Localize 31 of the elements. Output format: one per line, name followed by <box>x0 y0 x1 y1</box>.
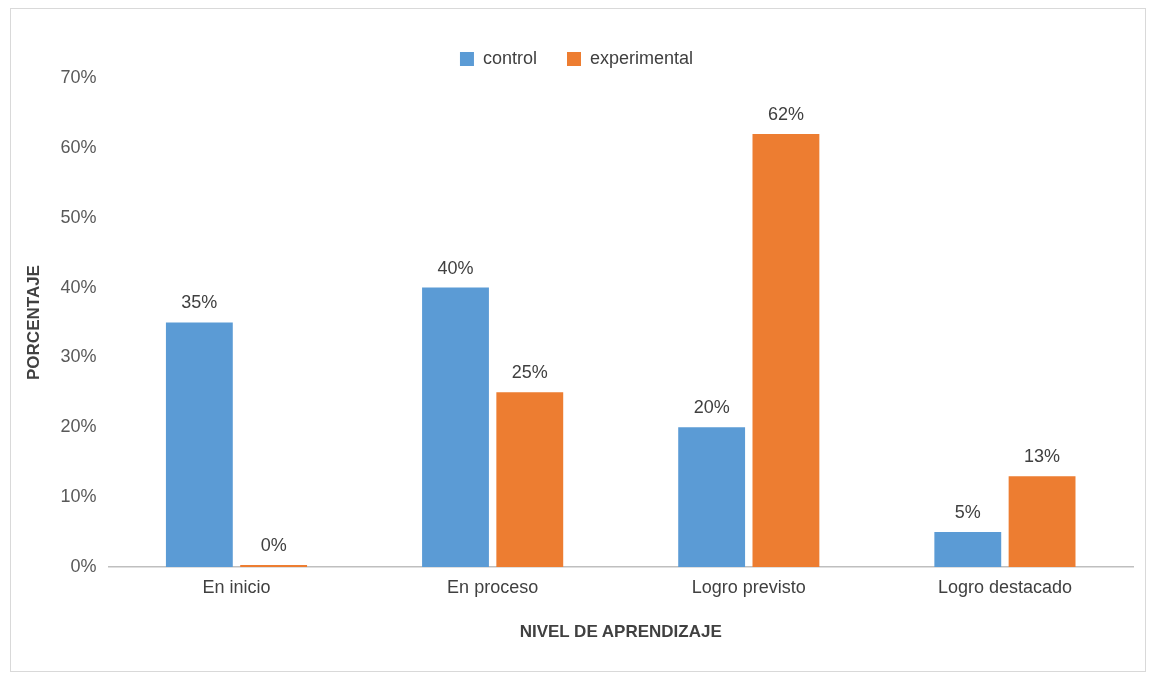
y-tick-label: 0% <box>70 555 97 576</box>
y-tick-label: 10% <box>60 486 97 507</box>
x-axis-title: NIVEL DE APRENDIZAJE <box>519 622 722 642</box>
y-tick-label: 50% <box>60 206 97 227</box>
bar <box>165 322 233 567</box>
data-label: 40% <box>437 257 474 278</box>
y-tick-label: 60% <box>60 136 97 157</box>
data-label: 62% <box>767 103 804 124</box>
legend-label: control <box>482 47 537 68</box>
bar <box>934 532 1002 567</box>
bar <box>1008 476 1076 567</box>
x-tick-label: En proceso <box>447 576 539 597</box>
y-axis-title: PORCENTAJE <box>23 265 43 380</box>
x-tick-label: Logro destacado <box>937 576 1072 597</box>
data-label: 20% <box>693 397 730 418</box>
y-tick-label: 40% <box>60 276 97 297</box>
x-tick-label: En inicio <box>202 576 271 597</box>
data-label: 25% <box>511 362 548 383</box>
data-label: 35% <box>181 292 218 313</box>
y-tick-label: 70% <box>60 66 97 87</box>
data-label: 0% <box>260 534 287 555</box>
bar <box>496 392 564 567</box>
data-label: 5% <box>954 502 981 523</box>
legend-label: experimental <box>589 47 694 68</box>
x-tick-label: Logro previsto <box>691 576 806 597</box>
bar <box>422 287 489 567</box>
y-tick-label: 30% <box>60 346 97 367</box>
y-tick-label: 20% <box>60 416 97 437</box>
bar <box>678 427 746 567</box>
data-label: 13% <box>1024 446 1061 467</box>
bar <box>752 133 820 567</box>
